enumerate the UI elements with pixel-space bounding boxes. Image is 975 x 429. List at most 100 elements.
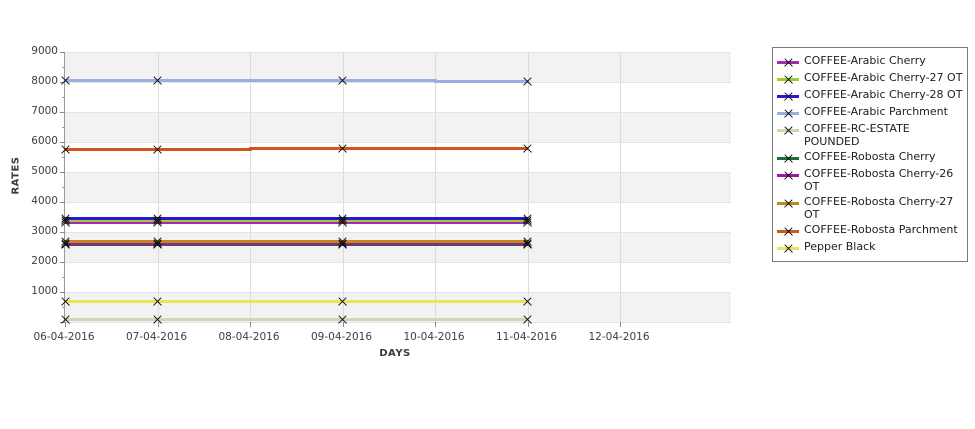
legend-item[interactable]: COFFEE-RC-ESTATE POUNDED bbox=[777, 121, 963, 149]
grid-band bbox=[65, 232, 731, 262]
legend-label: COFFEE-Robosta Cherry-27 OT bbox=[804, 195, 954, 221]
series-segment bbox=[342, 220, 528, 224]
legend-label: COFFEE-Arabic Cherry bbox=[804, 54, 926, 67]
horizontal-gridline bbox=[65, 142, 731, 143]
horizontal-gridline bbox=[65, 262, 731, 263]
y-tick-minor bbox=[62, 187, 65, 188]
legend-swatch-icon bbox=[777, 196, 799, 210]
series-segment bbox=[342, 241, 528, 245]
legend-marker-icon bbox=[783, 57, 794, 68]
x-tick-label: 09-04-2016 bbox=[310, 331, 373, 343]
series-segment bbox=[157, 220, 343, 224]
legend-item[interactable]: COFFEE-Robosta Cherry-26 OT bbox=[777, 166, 963, 194]
series-segment bbox=[342, 147, 528, 151]
y-tick-mark bbox=[60, 262, 65, 263]
horizontal-gridline bbox=[65, 292, 731, 293]
series-segment bbox=[157, 78, 343, 82]
series-segment bbox=[65, 240, 158, 244]
chart-legend: COFFEE-Arabic Cherry COFFEE-Arabic Cherry… bbox=[772, 47, 968, 262]
series-segment bbox=[342, 217, 528, 221]
horizontal-gridline bbox=[65, 322, 731, 323]
y-tick-minor bbox=[62, 217, 65, 218]
x-tick-mark bbox=[620, 322, 621, 327]
legend-swatch-icon bbox=[777, 72, 799, 86]
horizontal-gridline bbox=[65, 82, 731, 83]
series-segment bbox=[250, 147, 343, 151]
y-tick-mark bbox=[60, 172, 65, 173]
y-tick-label: 9000 bbox=[31, 45, 58, 57]
legend-label: Pepper Black bbox=[804, 240, 876, 253]
grid-band bbox=[65, 112, 731, 142]
series-segment bbox=[65, 78, 158, 82]
legend-marker-icon bbox=[783, 74, 794, 85]
series-segment bbox=[65, 148, 158, 151]
y-tick-label: 8000 bbox=[31, 75, 58, 87]
horizontal-gridline bbox=[65, 112, 731, 113]
legend-item[interactable]: COFFEE-Robosta Cherry bbox=[777, 149, 963, 166]
y-tick-mark bbox=[60, 112, 65, 113]
y-tick-mark bbox=[60, 232, 65, 233]
series-segment bbox=[435, 79, 528, 83]
series-segment bbox=[342, 299, 528, 303]
legend-swatch-icon bbox=[777, 151, 799, 165]
x-tick-label: 08-04-2016 bbox=[218, 331, 280, 343]
series-segment bbox=[157, 148, 250, 151]
y-tick-label: 7000 bbox=[31, 105, 58, 117]
vertical-gridline bbox=[435, 52, 436, 322]
y-tick-minor bbox=[62, 127, 65, 128]
y-tick-minor bbox=[62, 277, 65, 278]
series-segment bbox=[342, 240, 528, 244]
x-tick-label: 11-04-2016 bbox=[495, 331, 558, 343]
series-segment bbox=[157, 240, 343, 244]
horizontal-gridline bbox=[65, 202, 731, 203]
legend-label: COFFEE-Arabic Cherry-28 OT bbox=[804, 88, 963, 101]
legend-item[interactable]: Pepper Black bbox=[777, 239, 963, 256]
x-axis-title: DAYS bbox=[379, 348, 411, 359]
legend-swatch-icon bbox=[777, 241, 799, 255]
y-tick-mark bbox=[60, 142, 65, 143]
x-tick-mark bbox=[250, 322, 251, 327]
legend-item[interactable]: COFFEE-Robosta Cherry-27 OT bbox=[777, 194, 963, 222]
series-segment bbox=[65, 217, 158, 221]
y-tick-label: 6000 bbox=[31, 135, 58, 147]
y-tick-mark bbox=[60, 292, 65, 293]
x-tick-mark bbox=[65, 322, 66, 327]
vertical-gridline bbox=[527, 52, 529, 322]
horizontal-gridline bbox=[65, 52, 731, 53]
y-tick-minor bbox=[62, 97, 65, 98]
legend-label: COFFEE-Arabic Parchment bbox=[804, 105, 948, 118]
legend-item[interactable]: COFFEE-Arabic Cherry bbox=[777, 53, 963, 70]
legend-marker-icon bbox=[783, 198, 794, 209]
x-tick-mark bbox=[435, 322, 436, 327]
legend-label: COFFEE-Robosta Parchment bbox=[804, 223, 958, 236]
series-segment bbox=[65, 220, 158, 224]
legend-marker-icon bbox=[783, 153, 794, 164]
legend-item[interactable]: COFFEE-Robosta Parchment bbox=[777, 222, 963, 239]
vertical-gridline bbox=[620, 52, 621, 322]
legend-marker-icon bbox=[783, 226, 794, 237]
legend-swatch-icon bbox=[777, 123, 799, 137]
series-riser bbox=[248, 147, 252, 151]
legend-swatch-icon bbox=[777, 168, 799, 182]
legend-marker-icon bbox=[783, 125, 794, 136]
x-tick-mark bbox=[157, 322, 159, 327]
legend-item[interactable]: COFFEE-Arabic Cherry-28 OT bbox=[777, 87, 963, 104]
legend-item[interactable]: COFFEE-Arabic Cherry-27 OT bbox=[777, 70, 963, 87]
legend-marker-icon bbox=[783, 243, 794, 254]
legend-swatch-icon bbox=[777, 224, 799, 238]
legend-item[interactable]: COFFEE-Arabic Parchment bbox=[777, 104, 963, 121]
legend-marker-icon bbox=[783, 108, 794, 119]
legend-label: COFFEE-Robosta Cherry-26 OT bbox=[804, 167, 954, 193]
x-tick-label: 12-04-2016 bbox=[588, 331, 650, 343]
legend-label: COFFEE-Robosta Cherry bbox=[804, 150, 936, 163]
legend-marker-icon bbox=[783, 91, 794, 102]
y-tick-mark bbox=[60, 82, 65, 83]
legend-label: COFFEE-RC-ESTATE POUNDED bbox=[804, 122, 910, 148]
series-segment bbox=[157, 241, 343, 245]
y-tick-minor bbox=[62, 247, 65, 248]
y-tick-label: 1000 bbox=[31, 285, 58, 297]
y-tick-mark bbox=[60, 322, 65, 323]
legend-swatch-icon bbox=[777, 106, 799, 120]
legend-swatch-icon bbox=[777, 89, 799, 103]
